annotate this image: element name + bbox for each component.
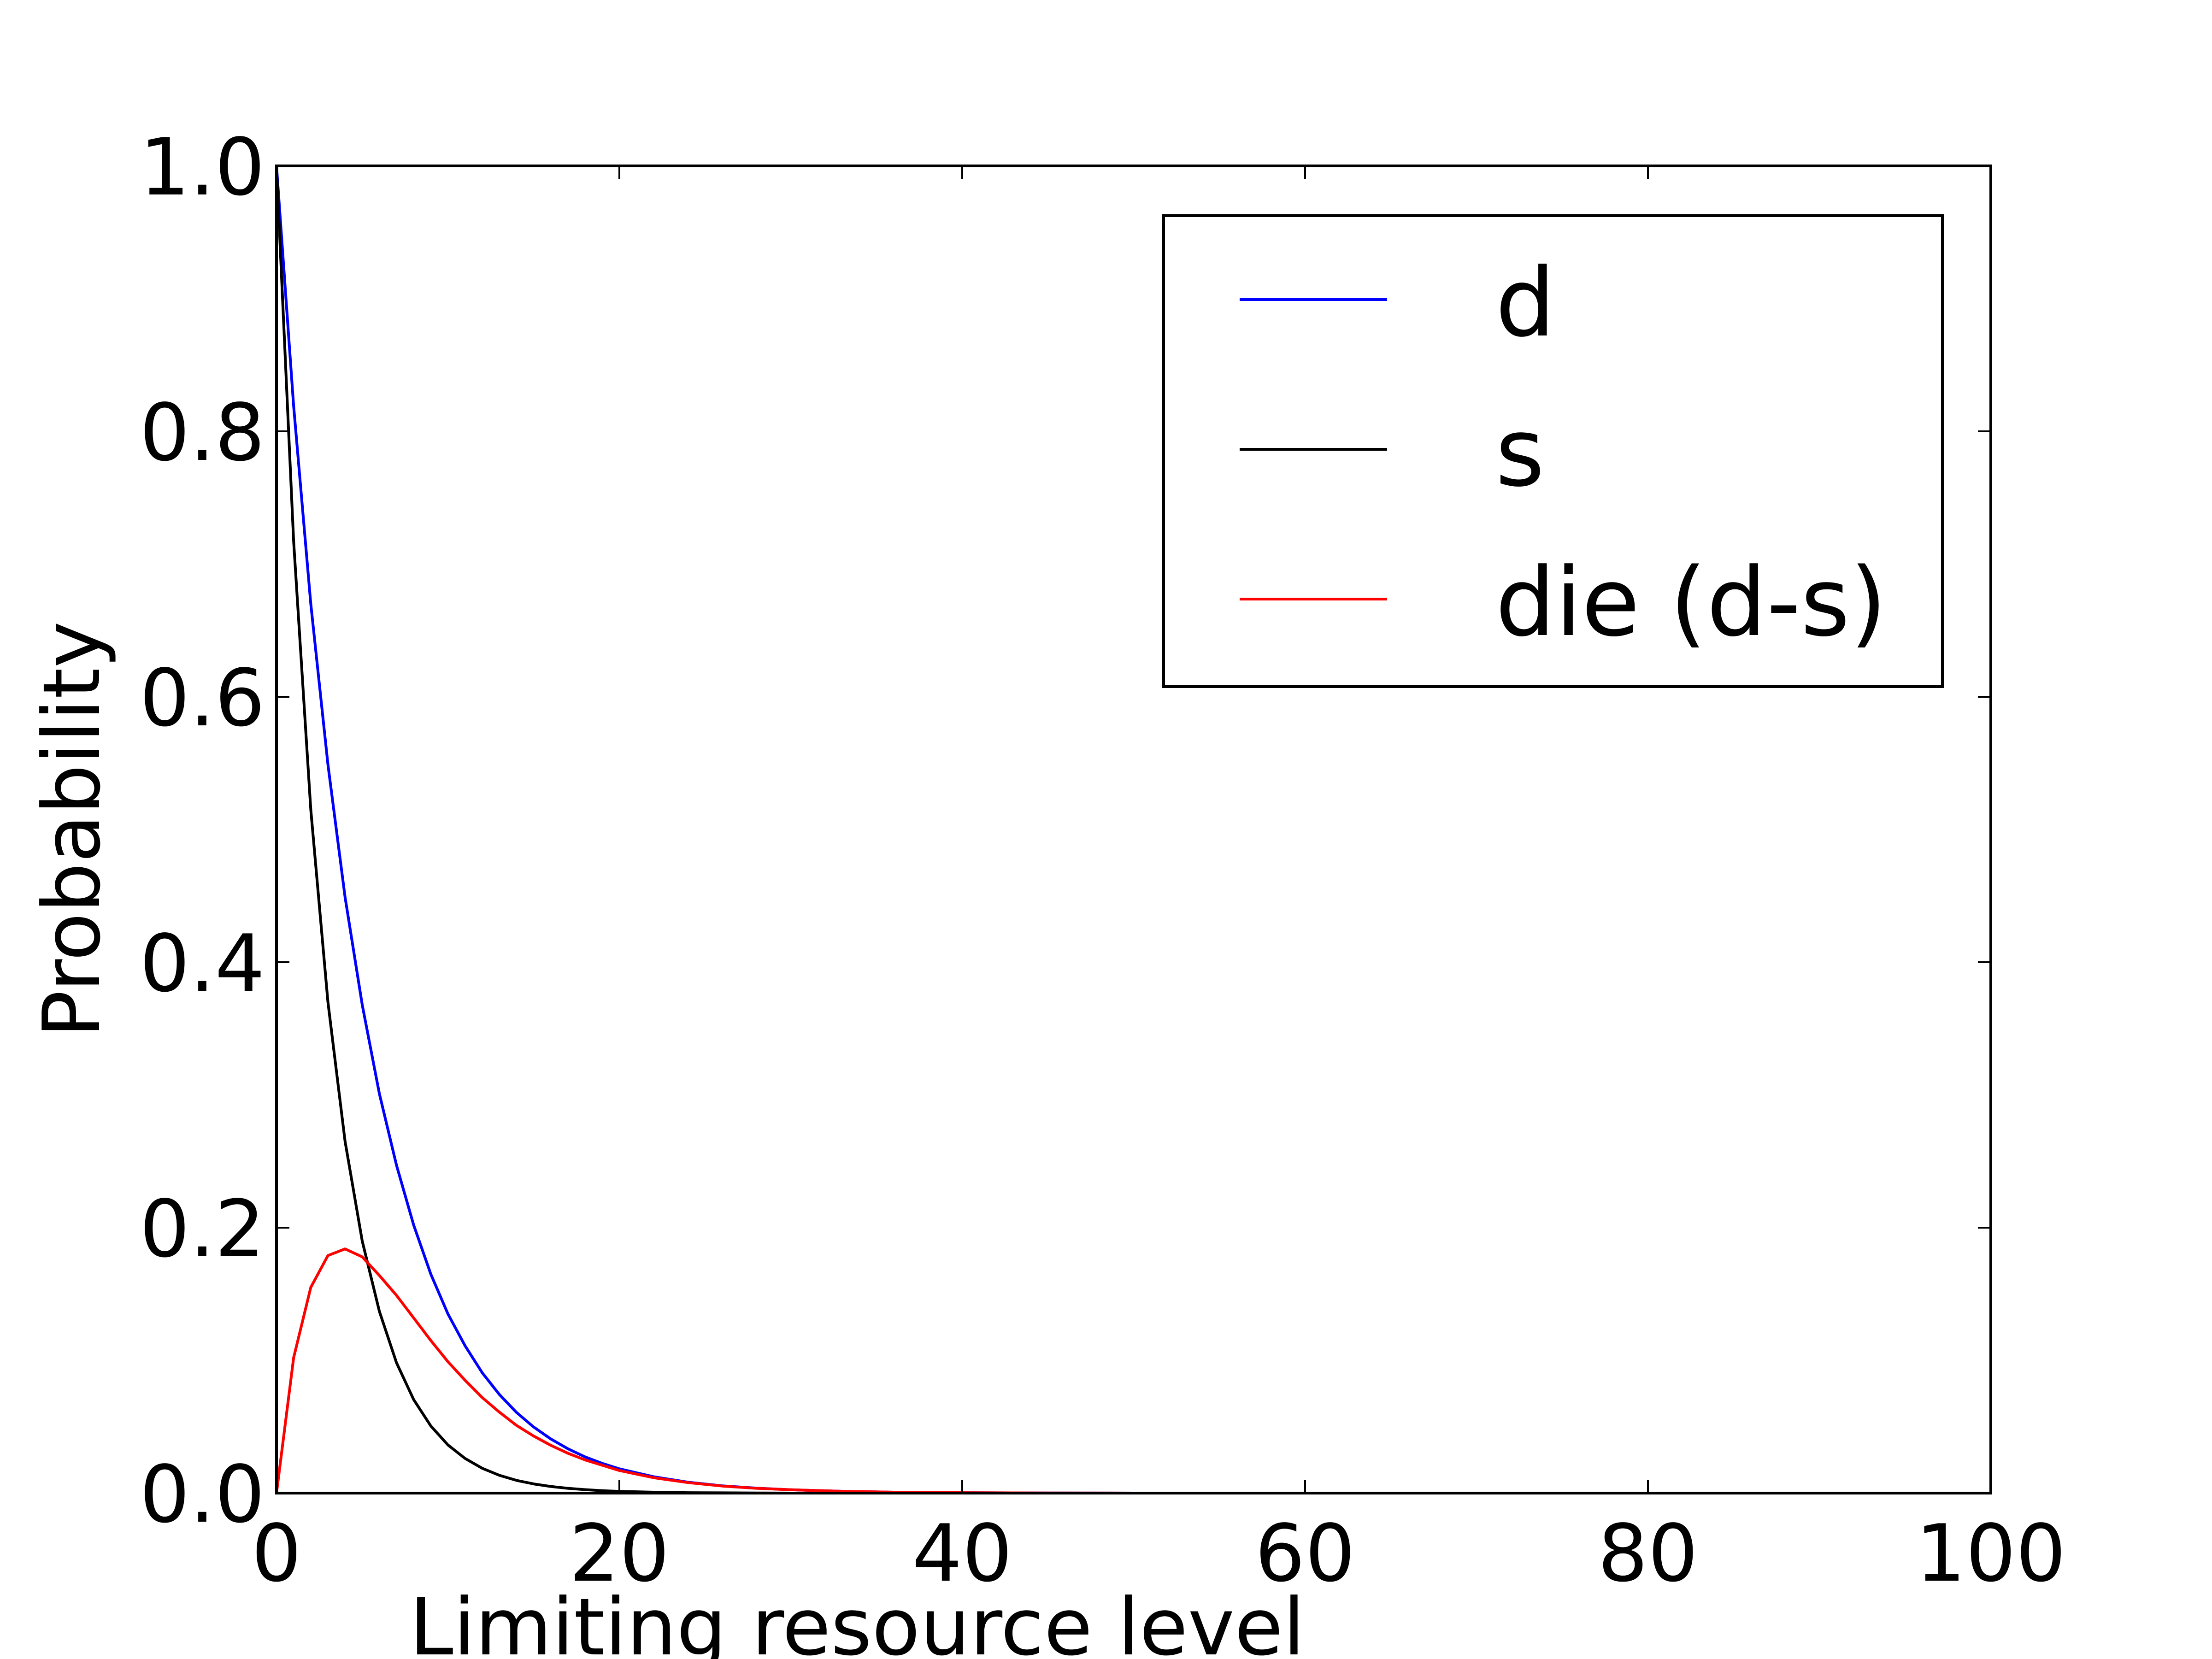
y-tick-label-0: 0.0 [140,1449,265,1541]
legend-label-0: d [1495,248,1555,358]
x-tick-label-2: 40 [912,1508,1012,1600]
x-tick-label-1: 20 [569,1508,670,1600]
x-tick-label-5: 100 [1916,1508,2066,1600]
legend: ds die (d-s) [1162,214,1944,688]
legend-label-2: die (d-s) [1495,548,1887,658]
y-tick-label-5: 1.0 [140,122,265,213]
y-tick-label-1: 0.2 [140,1183,265,1275]
legend-box [1162,214,1944,688]
plot-frame [275,165,1992,1494]
x-tick-label-0: 0 [252,1508,302,1600]
legend-entries: ds die (d-s) [1240,248,1887,658]
y-axis-label: Probability [26,621,118,1038]
y-tick-label-3: 0.6 [140,653,265,744]
tick-labels-layer: 0 20 40 60 80 100 0.0 0.2 0.4 0.6 0.8 1.0 [140,122,2066,1600]
legend-label-1: s [1495,398,1545,508]
y-tick-label-4: 0.8 [140,387,265,479]
x-tick-label-3: 60 [1255,1508,1355,1600]
x-axis-label: Limiting resource level [409,1582,1305,1659]
ticks-layer [276,165,1992,1494]
x-tick-label-4: 80 [1598,1508,1698,1600]
y-tick-label-2: 0.4 [140,918,265,1010]
